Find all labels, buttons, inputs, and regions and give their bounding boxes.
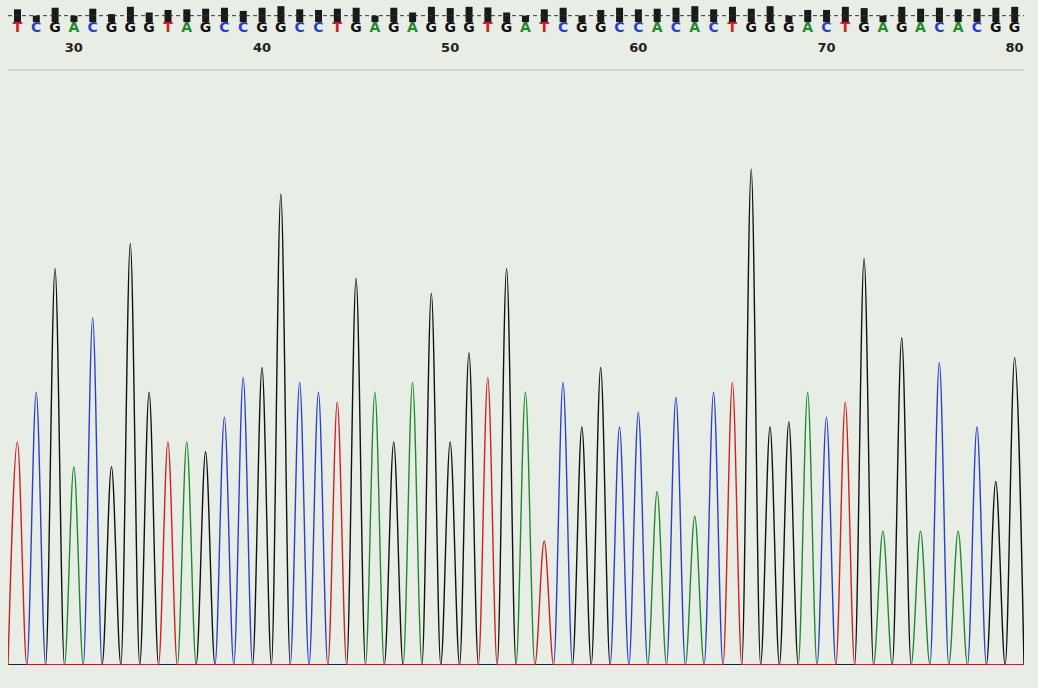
svg-text:C: C bbox=[31, 19, 41, 35]
svg-text:G: G bbox=[764, 19, 776, 35]
svg-text:G: G bbox=[256, 19, 268, 35]
svg-text:G: G bbox=[275, 19, 287, 35]
svg-text:30: 30 bbox=[65, 40, 83, 55]
svg-text:A: A bbox=[953, 19, 964, 35]
svg-text:C: C bbox=[88, 19, 98, 35]
svg-text:80: 80 bbox=[1006, 40, 1024, 55]
svg-text:T: T bbox=[483, 19, 493, 35]
svg-text:A: A bbox=[369, 19, 380, 35]
svg-text:G: G bbox=[106, 19, 118, 35]
svg-text:A: A bbox=[877, 19, 888, 35]
svg-text:A: A bbox=[68, 19, 79, 35]
svg-text:C: C bbox=[219, 19, 229, 35]
svg-text:C: C bbox=[633, 19, 643, 35]
svg-text:40: 40 bbox=[253, 40, 271, 55]
svg-text:G: G bbox=[143, 19, 155, 35]
svg-text:G: G bbox=[576, 19, 588, 35]
svg-text:C: C bbox=[614, 19, 624, 35]
svg-text:A: A bbox=[407, 19, 418, 35]
svg-text:C: C bbox=[934, 19, 944, 35]
svg-text:A: A bbox=[802, 19, 813, 35]
svg-text:G: G bbox=[444, 19, 456, 35]
svg-text:G: G bbox=[350, 19, 362, 35]
svg-text:A: A bbox=[915, 19, 926, 35]
svg-text:G: G bbox=[1009, 19, 1021, 35]
svg-text:C: C bbox=[972, 19, 982, 35]
svg-text:T: T bbox=[728, 19, 738, 35]
svg-text:G: G bbox=[595, 19, 607, 35]
svg-text:A: A bbox=[652, 19, 663, 35]
svg-text:C: C bbox=[558, 19, 568, 35]
svg-text:G: G bbox=[125, 19, 137, 35]
svg-text:A: A bbox=[520, 19, 531, 35]
svg-text:G: G bbox=[783, 19, 795, 35]
svg-text:A: A bbox=[689, 19, 700, 35]
svg-text:G: G bbox=[896, 19, 908, 35]
svg-text:G: G bbox=[426, 19, 438, 35]
svg-text:G: G bbox=[501, 19, 513, 35]
svg-text:50: 50 bbox=[441, 40, 459, 55]
svg-text:G: G bbox=[200, 19, 212, 35]
svg-text:A: A bbox=[181, 19, 192, 35]
svg-text:C: C bbox=[294, 19, 304, 35]
svg-text:T: T bbox=[539, 19, 549, 35]
svg-text:C: C bbox=[313, 19, 323, 35]
svg-text:C: C bbox=[671, 19, 681, 35]
svg-text:T: T bbox=[163, 19, 173, 35]
svg-text:T: T bbox=[332, 19, 342, 35]
svg-text:G: G bbox=[858, 19, 870, 35]
svg-text:70: 70 bbox=[817, 40, 835, 55]
svg-text:G: G bbox=[463, 19, 475, 35]
svg-text:T: T bbox=[13, 19, 23, 35]
svg-text:G: G bbox=[745, 19, 757, 35]
svg-text:G: G bbox=[388, 19, 400, 35]
svg-text:C: C bbox=[821, 19, 831, 35]
svg-text:T: T bbox=[840, 19, 850, 35]
svg-text:G: G bbox=[990, 19, 1002, 35]
svg-text:C: C bbox=[238, 19, 248, 35]
svg-text:60: 60 bbox=[629, 40, 647, 55]
svg-text:G: G bbox=[49, 19, 61, 35]
svg-text:C: C bbox=[708, 19, 718, 35]
